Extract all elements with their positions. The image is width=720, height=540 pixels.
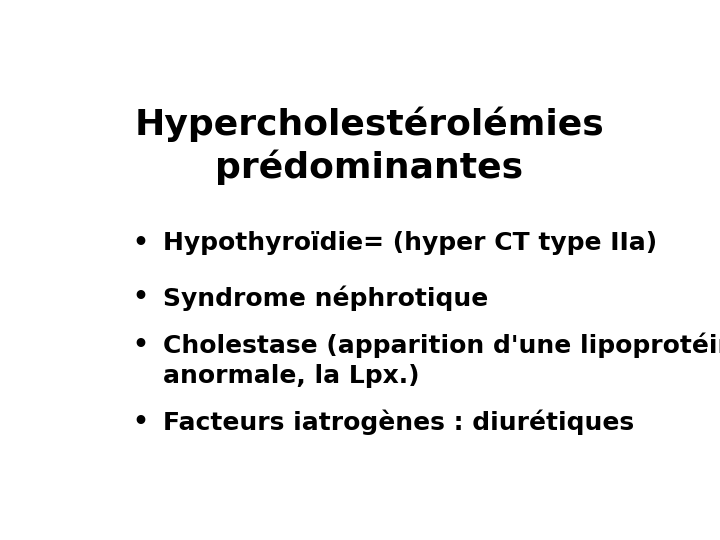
Text: Syndrome néphrotique: Syndrome néphrotique bbox=[163, 285, 487, 310]
Text: •: • bbox=[132, 333, 148, 357]
Text: •: • bbox=[132, 410, 148, 434]
Text: Hypothyroïdie= (hyper CT type IIa): Hypothyroïdie= (hyper CT type IIa) bbox=[163, 231, 657, 255]
Text: Facteurs iatrogènes : diurétiques: Facteurs iatrogènes : diurétiques bbox=[163, 410, 634, 435]
Text: •: • bbox=[132, 231, 148, 255]
Text: Cholestase (apparition d'une lipoprotéine
anormale, la Lpx.): Cholestase (apparition d'une lipoprotéin… bbox=[163, 333, 720, 388]
Text: Hypercholestérolémies
prédominantes: Hypercholestérolémies prédominantes bbox=[134, 106, 604, 185]
Text: •: • bbox=[132, 285, 148, 309]
